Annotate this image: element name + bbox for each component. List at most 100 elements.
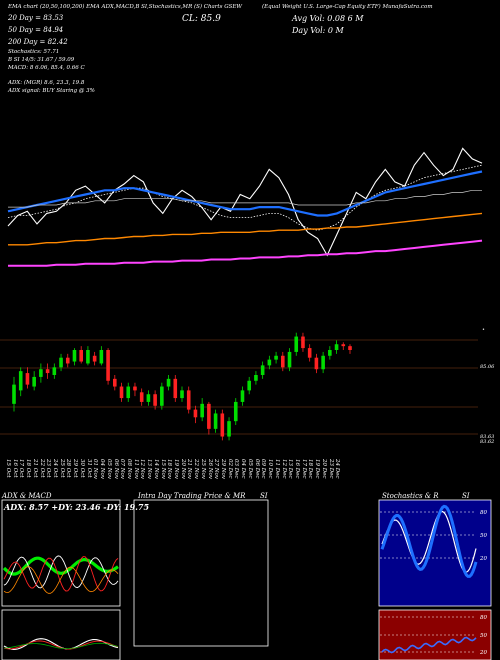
- bands-label: B SI 14/5: 31.67 / 59.09: [8, 57, 75, 63]
- candle: [348, 344, 352, 354]
- candle-body: [274, 355, 278, 360]
- stochastics-panel: [378, 499, 492, 607]
- candle: [153, 390, 157, 410]
- candle-body: [287, 351, 292, 368]
- date-label: 22 Oct: [38, 459, 45, 478]
- price-axis-label: 85.06: [480, 364, 495, 370]
- date-label: 21 Nov: [186, 459, 193, 479]
- candle: [240, 386, 245, 406]
- candle: [146, 390, 151, 406]
- adx-panel-title: ADX & MACD: [2, 492, 52, 500]
- macd-histogram-line: [3, 642, 119, 649]
- candle-body: [153, 394, 157, 406]
- price-gridlines: [0, 339, 478, 435]
- date-label: 28 Oct: [65, 459, 72, 478]
- candle: [180, 386, 184, 402]
- date-label: 06 Dec: [253, 459, 260, 479]
- candle: [25, 367, 30, 389]
- candle-body: [227, 421, 231, 437]
- candle: [294, 332, 299, 356]
- candle: [321, 351, 325, 374]
- candle-body: [133, 386, 137, 391]
- candle: [328, 346, 332, 360]
- date-label: 14 Nov: [152, 459, 159, 479]
- stochastics-label: Stochastics: 57.71: [8, 49, 60, 55]
- date-label: 09 Dec: [260, 459, 267, 479]
- candle-body: [294, 336, 299, 352]
- ticker-line: (Equal Weight U.S. Large-Cap Equity ETF)…: [262, 4, 433, 10]
- candle-body: [247, 380, 251, 391]
- intraday-panel: [133, 499, 269, 647]
- adx-red-line: [3, 556, 119, 592]
- date-label: 17 Oct: [18, 459, 25, 478]
- date-label: 12 Nov: [139, 459, 146, 479]
- candle-body: [314, 357, 319, 370]
- candle-body: [193, 409, 198, 418]
- day-volume: Day Vol: 0 M: [292, 26, 344, 35]
- intraday-panel-title: Intra Day Trading Price & MR: [138, 492, 246, 500]
- candle: [274, 351, 278, 364]
- candle-body: [39, 369, 43, 377]
- date-label: 25 Oct: [58, 459, 65, 478]
- macd-panel: [1, 609, 121, 660]
- candle: [341, 342, 346, 350]
- candle-body: [18, 371, 23, 391]
- date-label: 19 Nov: [173, 459, 179, 479]
- macd-lines: [3, 638, 119, 650]
- adx-lines: [2, 555, 119, 594]
- candle: [18, 367, 23, 397]
- candle-body: [186, 390, 191, 410]
- macd-label: MACD: 8 6.06, 85.4, 0.66 C: [8, 65, 85, 71]
- date-label: 25 Nov: [199, 459, 206, 479]
- date-label: 11 Dec: [273, 459, 280, 479]
- candle-body: [328, 350, 332, 356]
- macd-signal-line: [3, 640, 119, 650]
- series-price: [7, 147, 483, 257]
- adx-panel: [1, 499, 121, 607]
- date-label: 03 Dec: [233, 459, 240, 479]
- stoch-fast-line: [380, 504, 478, 578]
- date-label: 29 Oct: [72, 459, 79, 478]
- candle: [334, 340, 339, 354]
- stochastics-lines: [380, 504, 478, 578]
- date-label: 26 Nov: [206, 459, 213, 479]
- candle-body: [86, 350, 90, 364]
- stoch-slow-line: [381, 510, 477, 573]
- candle: [113, 375, 117, 391]
- candle-body: [72, 350, 77, 362]
- adx-signal-label: ADX signal: BUY Staring @ 3%: [8, 88, 95, 94]
- candle-body: [200, 403, 204, 418]
- candle-body: [240, 390, 245, 402]
- candle: [12, 376, 16, 412]
- candle: [200, 398, 204, 422]
- adx-green-line: [2, 556, 119, 576]
- candle-body: [220, 413, 225, 437]
- candle-body: [334, 344, 339, 350]
- date-label: 08 Nov: [125, 459, 132, 479]
- candle: [79, 346, 83, 364]
- candle: [45, 363, 50, 379]
- candle: [267, 355, 272, 370]
- adx-label: ADX: (MGR) 8.6, 23.3, 19.8: [8, 80, 85, 86]
- price-axis-marker: •: [482, 327, 485, 333]
- candle-body: [126, 386, 131, 399]
- date-label: 15 Nov: [159, 459, 166, 479]
- date-label: 07 Nov: [119, 459, 126, 479]
- date-label: 13 Nov: [146, 459, 153, 479]
- candle-body: [341, 344, 346, 347]
- si-line: [381, 636, 477, 654]
- candle-body: [321, 355, 325, 370]
- candle-body: [119, 386, 124, 399]
- stoch-panel-suffix: SI: [462, 492, 470, 500]
- candle: [186, 386, 191, 414]
- candle-body: [307, 348, 312, 358]
- stoch-axis-50: 50: [480, 533, 487, 539]
- candle: [166, 375, 171, 391]
- candle-body: [106, 350, 110, 381]
- date-label: 16 Dec: [293, 459, 300, 479]
- candle-body: [180, 390, 184, 399]
- candle: [92, 351, 97, 366]
- si-lines: [380, 616, 477, 654]
- candle: [39, 363, 43, 383]
